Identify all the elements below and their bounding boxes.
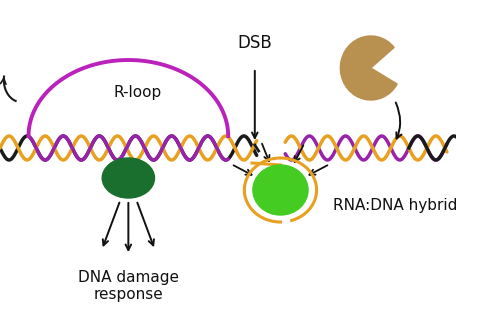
Text: DNA damage
response: DNA damage response bbox=[78, 270, 179, 302]
Text: RNA:DNA hybrid: RNA:DNA hybrid bbox=[333, 197, 457, 212]
Wedge shape bbox=[340, 36, 397, 100]
Text: DSB: DSB bbox=[238, 34, 272, 52]
Ellipse shape bbox=[253, 165, 308, 215]
Ellipse shape bbox=[102, 158, 155, 198]
Text: R-loop: R-loop bbox=[114, 84, 162, 100]
